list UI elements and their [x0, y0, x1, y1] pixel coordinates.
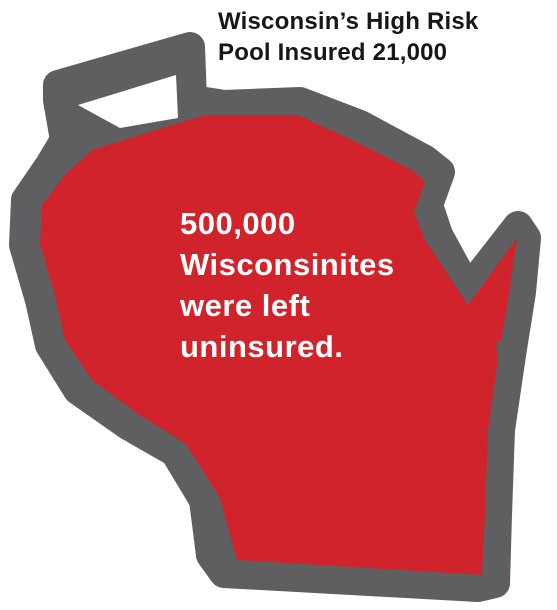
- headline-line-2: Pool Insured 21,000: [218, 39, 448, 66]
- uninsured-callout: 500,000 Wisconsinites were left uninsure…: [180, 203, 395, 367]
- upper-arm-notch: [78, 75, 178, 128]
- headline-line-1: Wisconsin’s High Risk: [218, 8, 479, 35]
- outline-detail-right: [494, 341, 507, 409]
- callout-line-2: Wisconsinites: [180, 247, 395, 282]
- headline: Wisconsin’s High Risk Pool Insured 21,00…: [218, 6, 478, 68]
- callout-line-3: were left: [180, 288, 311, 323]
- callout-line-4: uninsured.: [180, 329, 344, 364]
- callout-line-1: 500,000: [180, 206, 296, 241]
- state-fill-path: [40, 115, 517, 575]
- outline-detail-left: [30, 211, 46, 266]
